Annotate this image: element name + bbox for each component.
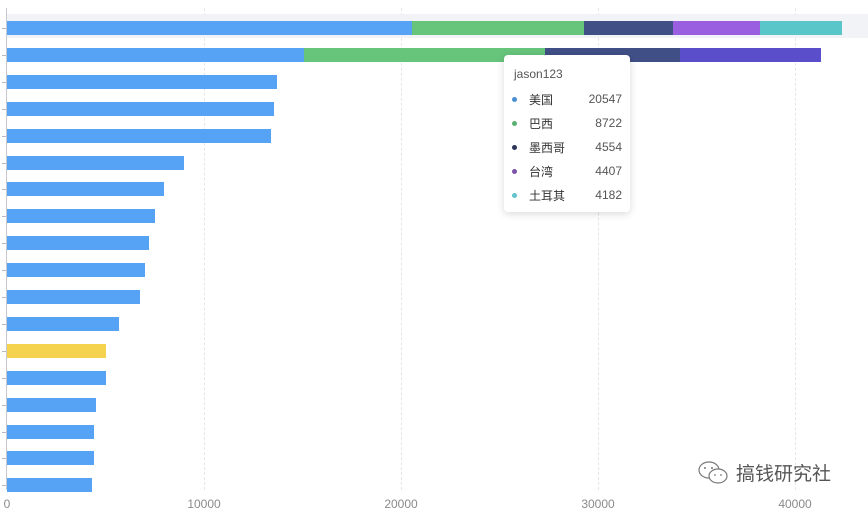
bar-segment[interactable] — [7, 236, 150, 251]
series-dot-icon — [512, 120, 517, 126]
bar-segment[interactable] — [7, 155, 185, 170]
bar-segment[interactable] — [7, 263, 145, 278]
bar-segment[interactable] — [7, 343, 107, 358]
wechat-icon — [698, 460, 728, 484]
bar-segment[interactable] — [7, 397, 97, 412]
series-dot-icon — [512, 96, 517, 102]
tooltip-series-value: 20547 — [588, 92, 622, 106]
bar-row[interactable] — [7, 451, 95, 466]
bar-segment[interactable] — [679, 47, 821, 62]
grid-line — [401, 8, 402, 490]
grid-line — [204, 8, 205, 490]
y-tick — [2, 135, 6, 137]
grid-line — [598, 8, 599, 490]
bar-segment[interactable] — [7, 47, 305, 62]
bar-row[interactable] — [7, 101, 274, 116]
bar-segment[interactable] — [7, 21, 412, 35]
tooltip-row: 美国 20547 — [512, 89, 622, 109]
x-tick-label: 20000 — [384, 497, 418, 511]
y-tick — [2, 485, 6, 487]
bar-row[interactable] — [7, 74, 277, 89]
bar-segment[interactable] — [673, 21, 761, 35]
tooltip-series-value: 8722 — [595, 116, 622, 130]
x-tick-label: 30000 — [581, 497, 615, 511]
bar-segment[interactable] — [7, 316, 120, 331]
bar-row[interactable] — [7, 47, 821, 62]
y-tick — [2, 323, 6, 325]
bar-row[interactable] — [7, 478, 93, 493]
tooltip-row: 台湾 4407 — [512, 161, 622, 181]
y-tick — [2, 54, 6, 56]
bar-row[interactable] — [7, 343, 107, 358]
tooltip-row: 墨西哥 4554 — [512, 137, 622, 157]
tooltip-series-name: 台湾 — [529, 164, 554, 179]
tooltip-series-value: 4554 — [595, 140, 622, 154]
bar-row[interactable] — [7, 182, 164, 197]
y-tick — [2, 297, 6, 298]
series-dot-icon — [512, 144, 517, 150]
x-tick-label: 40000 — [778, 497, 812, 511]
bar-segment[interactable] — [7, 451, 95, 466]
bar-segment[interactable] — [7, 424, 95, 439]
bar-segment[interactable] — [7, 478, 93, 493]
bar-segment[interactable] — [7, 128, 271, 143]
bar-segment[interactable] — [583, 21, 674, 35]
bar-segment[interactable] — [7, 209, 155, 224]
y-tick — [2, 243, 6, 245]
y-tick — [2, 458, 6, 460]
bar-segment[interactable] — [7, 370, 107, 385]
bar-segment[interactable] — [760, 21, 843, 35]
tooltip-series-name: 巴西 — [529, 116, 554, 131]
tooltip-title: jason123 — [514, 67, 563, 81]
tooltip-series-value: 4407 — [595, 164, 622, 178]
tooltip-series-name: 美国 — [529, 92, 554, 107]
bar-row[interactable] — [7, 263, 145, 278]
y-tick — [2, 377, 6, 379]
bar-segment[interactable] — [7, 74, 277, 89]
series-dot-icon — [512, 168, 517, 174]
bar-segment[interactable] — [7, 101, 274, 116]
bar-row[interactable] — [7, 290, 140, 304]
bar-segment[interactable] — [411, 21, 584, 35]
bar-row[interactable] — [7, 236, 150, 251]
watermark-text: 搞钱研究社 — [736, 464, 832, 485]
grid-line — [795, 8, 796, 490]
bar-row[interactable] — [7, 424, 95, 439]
y-tick — [2, 108, 6, 110]
y-tick — [2, 162, 6, 164]
bar-row[interactable] — [7, 209, 155, 224]
bar-row[interactable] — [7, 21, 843, 35]
bar-segment[interactable] — [304, 47, 545, 62]
x-tick-label: 10000 — [187, 497, 221, 511]
tooltip-series-value: 4182 — [595, 188, 622, 202]
y-tick — [2, 81, 6, 83]
y-tick — [2, 431, 6, 433]
y-tick — [2, 216, 6, 218]
y-tick — [2, 270, 6, 272]
tooltip-row: 土耳其 4182 — [512, 185, 622, 205]
tooltip-series-name: 土耳其 — [529, 188, 566, 203]
tooltip-series-name: 墨西哥 — [529, 140, 566, 155]
watermark: 搞钱研究社 — [698, 459, 831, 486]
y-tick — [2, 189, 6, 191]
tooltip: jason123 美国 20547 巴西 8722 墨西哥 4554 台湾 44… — [504, 55, 630, 212]
y-axis-line — [6, 8, 7, 490]
bar-row[interactable] — [7, 128, 271, 143]
series-dot-icon — [512, 192, 517, 198]
y-tick — [2, 404, 6, 406]
bar-segment[interactable] — [7, 290, 140, 304]
bar-segment[interactable] — [7, 182, 164, 197]
tooltip-row: 巴西 8722 — [512, 113, 622, 133]
x-tick-label: 0 — [3, 497, 11, 511]
bar-row[interactable] — [7, 370, 107, 385]
y-tick — [2, 28, 6, 29]
bar-row[interactable] — [7, 397, 97, 412]
y-tick — [2, 350, 6, 352]
bar-row[interactable] — [7, 316, 120, 331]
bar-row[interactable] — [7, 155, 185, 170]
